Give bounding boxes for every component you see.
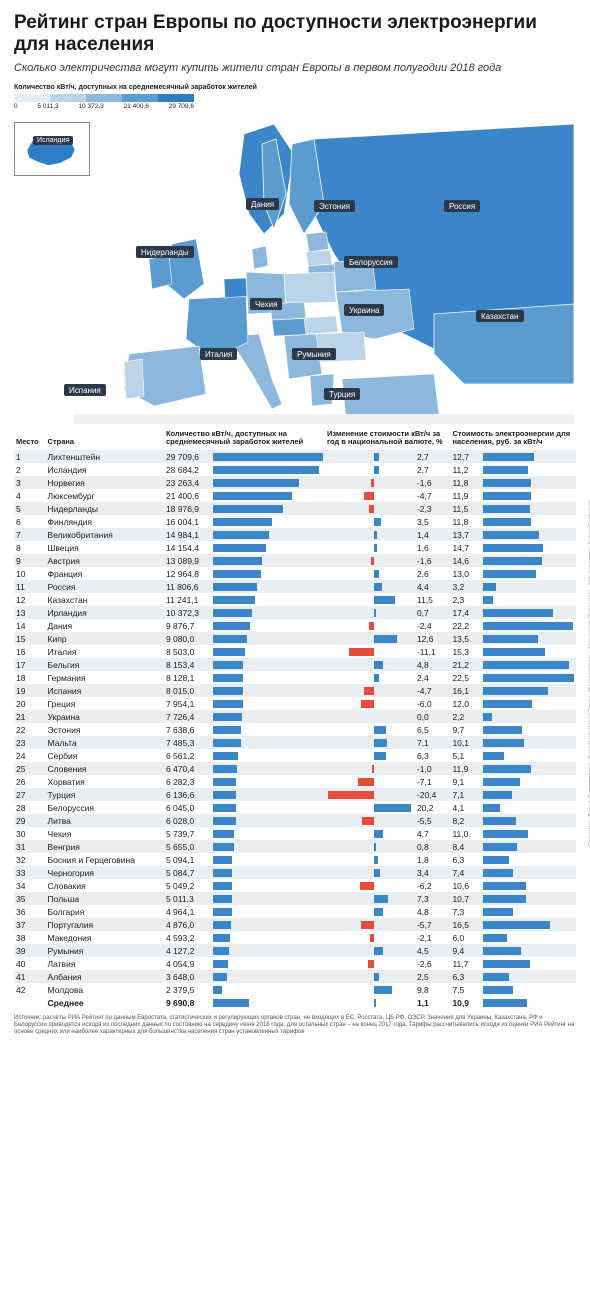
table-row: 9Австрия13 089,9-1,614,6	[14, 554, 576, 567]
map-callout: Россия	[444, 196, 480, 214]
table-row: 10Франция12 964,82,613,0	[14, 567, 576, 580]
map-callout: Испания	[64, 380, 106, 398]
table-row: 26Хорватия6 282,3-7,19,1	[14, 775, 576, 788]
map-callout: Турция	[324, 384, 360, 402]
table-row: 2Исландия28 684,22,711,2	[14, 463, 576, 476]
table-row: 36Болгария4 964,14,87,3	[14, 905, 576, 918]
table-row: 42Молдова2 379,59,87,5	[14, 983, 576, 996]
map-callout: Дания	[246, 194, 279, 212]
table-row: 15Кипр9 080,012,613,5	[14, 632, 576, 645]
table-row: 3Норвегия23 263,4-1,611,8	[14, 476, 576, 489]
table-row: 30Чехия5 739,74,711,0	[14, 827, 576, 840]
table-row: 4Люксембург21 400,6-4,711,9	[14, 489, 576, 502]
table-row: 6Финляндия16 004,13,511,8	[14, 515, 576, 528]
page-subtitle: Сколько электричества могут купить жител…	[14, 62, 576, 74]
table-row: 5Нидерланды18 976,9-2,311,5	[14, 502, 576, 515]
table-row: 12Казахстан11 241,111,52,3	[14, 593, 576, 606]
table-row: 1Лихтенштейн29 709,62,712,7	[14, 450, 576, 463]
table-row: 22Эстония7 638,66,59,7	[14, 723, 576, 736]
table-row: 40Латвия4 054,9-2,611,7	[14, 957, 576, 970]
table-row: 28Белоруссия6 045,020,24,1	[14, 801, 576, 814]
map-callout: Казахстан	[476, 306, 524, 324]
table-row: 31Венгрия5 655,00,88,4	[14, 840, 576, 853]
table-row: 24Сербия6 561,26,35,1	[14, 749, 576, 762]
table-row: 38Македония4 593,2-2,16,0	[14, 931, 576, 944]
map-callout: Чехия	[250, 294, 282, 312]
map-callout: Италия	[200, 344, 237, 362]
table-row: 29Литва6 028,0-5,58,2	[14, 814, 576, 827]
table-row: 35Польша5 011,37,310,7	[14, 892, 576, 905]
table-row: 41Албания3 648,02,56,3	[14, 970, 576, 983]
table-row: 8Швеция14 154,41,614,7	[14, 541, 576, 554]
th-cost: Стоимость электроэнергии для населения, …	[450, 430, 576, 451]
table-row: 19Испания8 015,0-4,716,1	[14, 684, 576, 697]
page-title: Рейтинг стран Европы по доступности элек…	[14, 12, 576, 56]
map-callout: Белоруссия	[344, 252, 398, 270]
ranking-table: Место Страна Количество кВт/ч, доступных…	[14, 430, 576, 1010]
map-callout: Украина	[344, 300, 384, 318]
table-row: 18Германия8 128,12,422,5	[14, 671, 576, 684]
table-row: 25Словения6 470,4-1,011,9	[14, 762, 576, 775]
th-change: Изменение стоимости кВт/ч за год в нацио…	[325, 430, 451, 451]
th-kwh: Количество кВт/ч, доступных на среднемес…	[164, 430, 325, 451]
table-row: 37Португалия4 876,0-5,716,5	[14, 918, 576, 931]
map-callout: Нидерланды	[136, 242, 194, 260]
th-country: Страна	[46, 430, 164, 451]
table-row: 34Словакия5 049,2-6,210,6	[14, 879, 576, 892]
table-row: 13Ирландия10 372,30,717,4	[14, 606, 576, 619]
table-row: 23Мальта7 485,37,110,1	[14, 736, 576, 749]
table-row: 17Бельгия8 153,44,821,2	[14, 658, 576, 671]
table-row-average: Среднее9 690,81,110,9	[14, 996, 576, 1009]
footnote: Источник: расчёты РИА Рейтинг по данным …	[14, 1015, 576, 1036]
map-area: Количество кВт/ч, доступных на среднемес…	[14, 84, 576, 424]
map-callout: Румыния	[292, 344, 336, 362]
europe-map	[14, 84, 576, 424]
table-row: 11Россия11 806,64,43,2	[14, 580, 576, 593]
table-row: 16Италия8 503,0-11,115,3	[14, 645, 576, 658]
table-row: 14Дания9 876,7-2,422,2	[14, 619, 576, 632]
table-row: 32Босния и Герцеговина5 094,11,86,3	[14, 853, 576, 866]
table-row: 20Греция7 954,1-6,012,0	[14, 697, 576, 710]
map-callout: Эстония	[314, 196, 355, 214]
table-row: 7Великобритания14 984,11,413,7	[14, 528, 576, 541]
table-row: 27Турция6 136,6-20,47,1	[14, 788, 576, 801]
table-row: 33Черногория5 084,73,47,4	[14, 866, 576, 879]
th-rank: Место	[14, 430, 46, 451]
table-row: 39Румыния4 127,24,59,4	[14, 944, 576, 957]
table-row: 21Украина7 726,40,02,2	[14, 710, 576, 723]
